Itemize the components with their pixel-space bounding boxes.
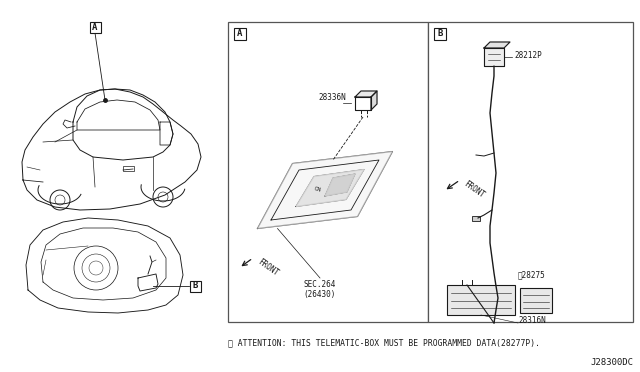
Polygon shape xyxy=(355,91,377,97)
Text: FRONT: FRONT xyxy=(462,179,486,200)
Text: SEC.264
(26430): SEC.264 (26430) xyxy=(304,280,336,299)
Text: ※28275: ※28275 xyxy=(518,270,546,279)
Text: FRONT: FRONT xyxy=(256,257,280,278)
Polygon shape xyxy=(371,91,377,110)
Bar xyxy=(434,28,446,40)
Text: A: A xyxy=(92,22,98,32)
Bar xyxy=(428,22,633,322)
Text: B: B xyxy=(192,282,198,291)
Bar xyxy=(189,280,200,292)
Text: 28212P: 28212P xyxy=(514,51,541,60)
Polygon shape xyxy=(484,42,510,48)
Text: ※ ATTENTION: THIS TELEMATIC-BOX MUST BE PROGRAMMED DATA(28277P).: ※ ATTENTION: THIS TELEMATIC-BOX MUST BE … xyxy=(228,338,540,347)
Polygon shape xyxy=(484,48,504,66)
Text: B: B xyxy=(437,29,443,38)
Bar xyxy=(472,216,480,221)
Polygon shape xyxy=(325,174,355,196)
Bar xyxy=(447,285,515,315)
Text: ON: ON xyxy=(313,186,321,193)
Bar xyxy=(228,22,428,322)
Text: A: A xyxy=(237,29,243,38)
Bar xyxy=(520,288,552,313)
Bar xyxy=(234,28,246,40)
Text: J28300DC: J28300DC xyxy=(590,358,633,367)
Bar xyxy=(123,166,134,171)
Bar xyxy=(90,22,100,32)
Text: 28336N: 28336N xyxy=(318,93,346,102)
Text: 28316N: 28316N xyxy=(518,316,546,325)
Polygon shape xyxy=(296,170,364,206)
Polygon shape xyxy=(257,151,392,228)
